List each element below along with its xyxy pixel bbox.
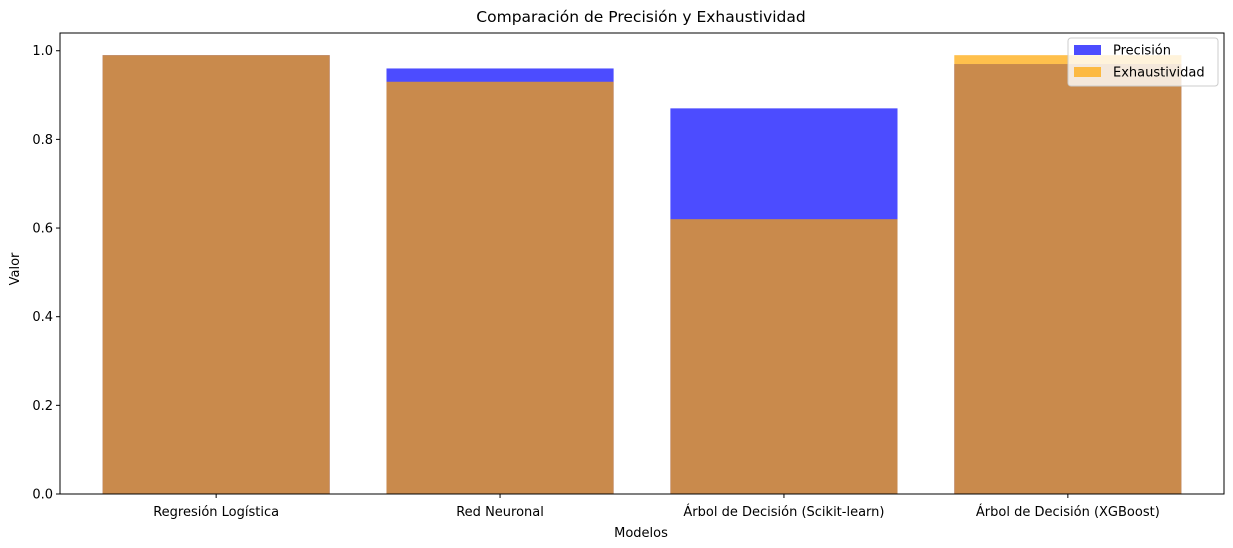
plot-frame <box>59 32 1225 495</box>
y-tick-label: 0.2 <box>32 399 53 414</box>
legend-label-precision: Precisión <box>1113 44 1171 59</box>
legend-swatch-recall <box>1074 67 1101 77</box>
y-tick-label: 0.4 <box>32 310 53 325</box>
bar-recall-1 <box>386 81 614 494</box>
y-axis-label: Valor <box>8 252 23 285</box>
chart-title: Comparación de Precisión y Exhaustividad <box>476 8 805 26</box>
bar-recall-3 <box>954 55 1182 495</box>
x-tick-label: Árbol de Decisión (XGBoost) <box>976 504 1160 520</box>
x-tick-label: Árbol de Decisión (Scikit-learn) <box>683 504 884 520</box>
legend-label-recall: Exhaustividad <box>1113 66 1205 81</box>
legend-swatch-precision <box>1074 45 1101 55</box>
y-tick-label: 0.6 <box>32 222 53 237</box>
y-tick-label: 0.8 <box>32 133 53 148</box>
x-axis-label: Modelos <box>614 526 668 541</box>
y-tick-label: 0.0 <box>32 488 53 503</box>
x-tick-label: Red Neuronal <box>456 505 544 520</box>
y-tick-label: 1.0 <box>32 44 53 59</box>
x-tick-label: Regresión Logística <box>153 505 279 520</box>
bar-recall-2 <box>670 219 898 494</box>
bar-recall-0 <box>102 55 330 495</box>
legend: Precisión Exhaustividad <box>1067 37 1219 87</box>
legend-frame <box>1067 37 1219 87</box>
